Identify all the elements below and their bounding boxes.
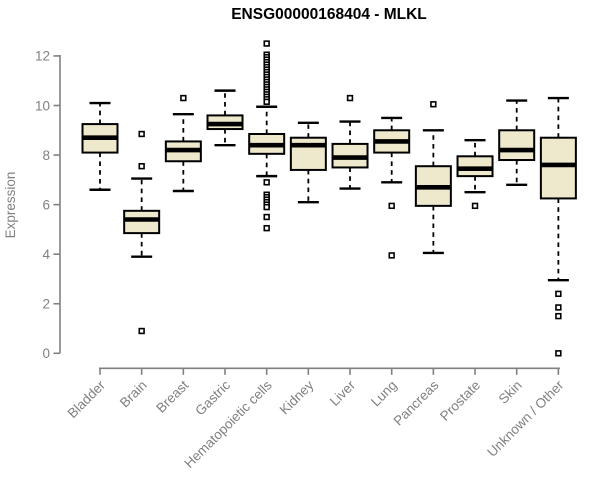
outlier-point	[555, 290, 562, 298]
outlier-point	[471, 202, 479, 210]
outlier-point	[555, 350, 562, 357]
boxplot-brain	[123, 130, 161, 335]
outlier-point	[138, 130, 145, 138]
outlier-point	[263, 203, 270, 211]
boxplot-lung	[373, 116, 411, 259]
y-tick-label: 12	[35, 49, 50, 64]
x-category-label-liver: Liver	[327, 377, 359, 409]
x-category-label-brain: Brain	[117, 378, 150, 411]
outlier-point	[263, 224, 270, 232]
y-tick-label: 10	[35, 98, 50, 113]
iqr-box	[456, 155, 494, 178]
boxplot-bladder	[81, 101, 119, 191]
outlier-point	[388, 252, 395, 259]
x-category-label-gastric: Gastric	[192, 377, 233, 418]
x-category-label-skin: Skin	[496, 378, 525, 407]
outlier-point	[430, 101, 437, 108]
boxplot-gastric	[206, 89, 244, 147]
boxplot-pancreas	[414, 101, 452, 255]
boxplot-hematopoietic-cells	[248, 40, 286, 232]
x-category-label-breast: Breast	[153, 377, 191, 415]
y-tick-label: 2	[42, 297, 50, 312]
outlier-point	[263, 213, 270, 221]
y-axis-label: Expression	[3, 172, 18, 239]
x-category-label-unknown-other: Unknown / Other	[484, 377, 567, 460]
outlier-point	[388, 202, 395, 210]
iqr-box	[123, 209, 161, 235]
x-category-label-prostate: Prostate	[437, 378, 483, 424]
boxplot-skin	[498, 99, 536, 186]
outlier-point	[180, 94, 187, 102]
x-category-label-bladder: Bladder	[65, 377, 109, 421]
boxplot-kidney	[289, 121, 327, 204]
chart-title: ENSG00000168404 - MLKL	[231, 6, 427, 23]
boxplot-liver	[331, 94, 369, 190]
outlier-point	[263, 40, 270, 47]
boxplot-unknown-other	[539, 96, 577, 357]
y-tick-label: 8	[42, 148, 50, 163]
iqr-box	[539, 136, 577, 200]
outlier-point	[346, 94, 354, 102]
outlier-point	[138, 327, 145, 335]
outlier-point	[263, 98, 270, 105]
y-tick-label: 0	[42, 346, 50, 361]
y-tick-label: 4	[42, 247, 50, 262]
x-category-label-kidney: Kidney	[277, 377, 317, 417]
outlier-point	[263, 179, 270, 186]
y-tick-label: 6	[42, 197, 50, 212]
iqr-box	[498, 129, 536, 162]
outlier-point	[555, 304, 562, 311]
x-category-label-lung: Lung	[368, 378, 400, 410]
boxplot-breast	[164, 94, 202, 193]
iqr-box	[289, 136, 327, 171]
outlier-point	[555, 312, 562, 320]
x-category-label-pancreas: Pancreas	[391, 377, 442, 428]
boxplot-prostate	[456, 138, 494, 210]
outlier-point	[138, 163, 145, 170]
